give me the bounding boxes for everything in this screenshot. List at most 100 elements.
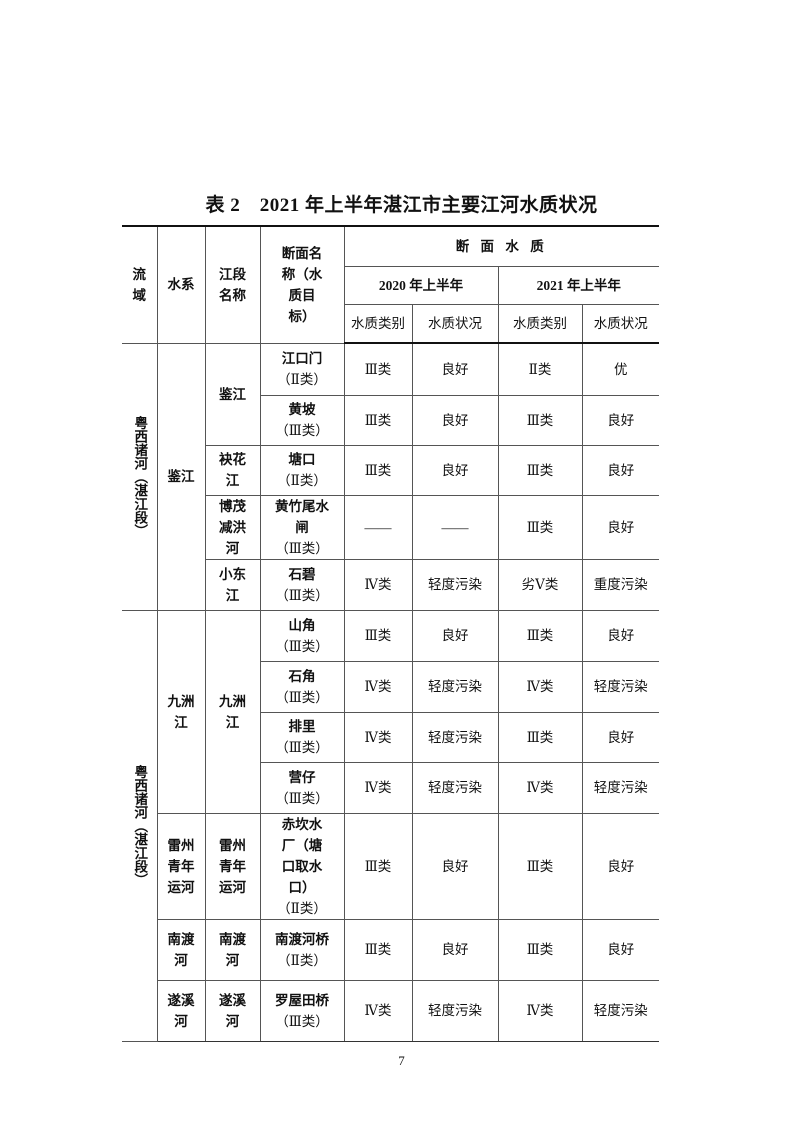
segment-label: 遂溪河	[219, 992, 246, 1029]
category-2021: Ⅳ类	[497, 660, 583, 713]
status-2020: 轻度污染	[411, 711, 499, 763]
table-title: 表 2 2021 年上半年湛江市主要江河水质状况	[205, 195, 598, 216]
section-cell: 黄坡 （Ⅲ类）	[259, 394, 345, 446]
category-2020: ——	[343, 494, 413, 560]
status-2021: 良好	[581, 711, 659, 763]
basin-cell: 粤西诸河（湛江段）	[122, 342, 158, 611]
system-cell: 雷州青年运河	[156, 812, 206, 920]
water-quality-table: 流域 水系 江段名称 断面名称（水质目标） 断 面 水 质 2020 年上半年 …	[122, 225, 659, 1042]
status-2021: 重度污染	[581, 558, 659, 611]
section-cell: 赤坎水厂（塘口取水口） （Ⅱ类）	[259, 812, 345, 920]
category-2020: Ⅲ类	[343, 444, 413, 496]
section-target: （Ⅲ类）	[275, 587, 329, 603]
section-cell: 江口门 （Ⅱ类）	[259, 342, 345, 396]
header-segment: 江段名称	[204, 225, 261, 344]
segment-label: 南渡河	[219, 931, 246, 968]
section-name: 江口门	[281, 351, 323, 366]
category-2020: Ⅳ类	[343, 979, 413, 1042]
status-2020: 良好	[411, 444, 499, 496]
section-target: （Ⅲ类）	[275, 540, 329, 556]
status-2020: 轻度污染	[411, 761, 499, 814]
status-2020: 良好	[411, 342, 499, 396]
segment-label: 鉴江	[219, 386, 246, 402]
table-row: 遂溪河 遂溪河 罗屋田桥 （Ⅲ类） Ⅳ类 轻度污染 Ⅳ类 轻度污染	[122, 979, 659, 1042]
category-2021: Ⅱ类	[497, 342, 583, 396]
segment-cell: 鉴江	[204, 342, 261, 446]
table-row: 黄坡 （Ⅲ类） Ⅲ类 良好 Ⅲ类 良好	[122, 394, 659, 446]
category-2021: Ⅲ类	[497, 918, 583, 981]
status-2020: 良好	[411, 609, 499, 662]
section-cell: 山角 （Ⅲ类）	[259, 609, 345, 662]
status-2021: 轻度污染	[581, 979, 659, 1042]
table-row: 雷州青年运河 雷州青年运河 赤坎水厂（塘口取水口） （Ⅱ类） Ⅲ类 良好 Ⅲ类 良好	[122, 812, 659, 920]
segment-cell: 九洲江	[204, 609, 261, 814]
status-2021: 良好	[581, 918, 659, 981]
section-name: 罗屋田桥	[275, 992, 329, 1008]
segment-cell: 小东江	[204, 558, 261, 611]
system-label: 遂溪河	[167, 992, 195, 1029]
category-2020: Ⅳ类	[343, 711, 413, 763]
section-target: （Ⅲ类）	[275, 689, 329, 705]
system-label: 雷州青年运河	[167, 837, 195, 895]
header-system: 水系	[156, 225, 206, 344]
category-2020: Ⅳ类	[343, 660, 413, 713]
system-label: 九洲江	[167, 693, 195, 730]
status-2020: 良好	[411, 918, 499, 981]
status-2020: 轻度污染	[411, 558, 499, 611]
section-target: （Ⅲ类）	[275, 423, 329, 438]
segment-label: 九洲江	[219, 693, 246, 730]
table-row: 粤西诸河（湛江段） 鉴江 鉴江 江口门 （Ⅱ类） Ⅲ类 良好 Ⅱ类优	[122, 342, 659, 611]
table-row: 博茂减洪河 黄竹尾水闸 （Ⅲ类） —— —— Ⅲ类 良好	[122, 494, 659, 560]
segment-cell: 博茂减洪河	[204, 494, 261, 560]
category-2021: Ⅲ类	[497, 812, 583, 920]
section-cell: 南渡河桥 （Ⅱ类）	[259, 918, 345, 981]
status-2021: 良好	[581, 394, 659, 446]
page-number: 7	[398, 1053, 405, 1068]
category-2020: Ⅲ类	[343, 609, 413, 662]
header-2021: 2021 年上半年	[497, 265, 659, 305]
section-name: 排里	[288, 719, 316, 734]
status-2020: 良好	[411, 394, 499, 446]
status-2020: 轻度污染	[411, 979, 499, 1042]
status-2021: 良好	[581, 494, 659, 560]
basin-label: 粤西诸河（湛江段）	[132, 764, 148, 887]
section-name: 石角	[288, 668, 316, 684]
section-target: （Ⅲ类）	[275, 740, 329, 755]
section-target: （Ⅱ类）	[277, 473, 327, 488]
status-2020: 轻度污染	[411, 660, 499, 713]
status-2020: ——	[411, 494, 499, 560]
status-2020: 良好	[411, 812, 499, 920]
section-target: （Ⅱ类）	[277, 372, 327, 387]
status-2021: 良好	[581, 609, 659, 662]
section-target: （Ⅲ类）	[275, 790, 329, 806]
system-cell: 南渡河	[156, 918, 206, 981]
status-2021: 优	[581, 342, 659, 396]
section-name: 石碧	[288, 566, 316, 582]
section-target: （Ⅱ类）	[277, 952, 327, 968]
section-cell: 石碧 （Ⅲ类）	[259, 558, 345, 611]
status-2021: 良好	[581, 444, 659, 496]
category-2020: Ⅲ类	[343, 394, 413, 446]
system-cell: 遂溪河	[156, 979, 206, 1042]
header-quality: 断 面 水 质	[343, 225, 659, 267]
system-label: 南渡河	[167, 931, 195, 968]
system-cell: 鉴江	[156, 342, 206, 611]
segment-label: 雷州青年运河	[219, 837, 246, 895]
status-2021: 轻度污染	[581, 660, 659, 713]
segment-label: 袂花江	[219, 452, 246, 488]
system-label: 鉴江	[167, 469, 195, 484]
table-row: 粤西诸河（湛江段） 九洲江 九洲江 山角 （Ⅲ类） Ⅲ类 良好 Ⅲ类 良好	[122, 609, 659, 1042]
category-2021: Ⅲ类	[497, 711, 583, 763]
basin-label: 粤西诸河（湛江段）	[132, 415, 148, 538]
section-name: 山角	[288, 617, 316, 633]
basin-cell: 粤西诸河（湛江段）	[122, 609, 158, 1042]
table-row: 小东江 石碧 （Ⅲ类） Ⅳ类 轻度污染 劣Ⅴ类 重度污染	[122, 558, 659, 611]
category-2021: Ⅲ类	[497, 609, 583, 662]
category-2021: Ⅲ类	[497, 394, 583, 446]
category-2021: Ⅲ类	[497, 494, 583, 560]
segment-cell: 南渡河	[204, 918, 261, 981]
category-2020: Ⅲ类	[343, 918, 413, 981]
section-cell: 黄竹尾水闸 （Ⅲ类）	[259, 494, 345, 560]
segment-label: 博茂减洪河	[219, 498, 246, 556]
segment-cell: 袂花江	[204, 444, 261, 496]
